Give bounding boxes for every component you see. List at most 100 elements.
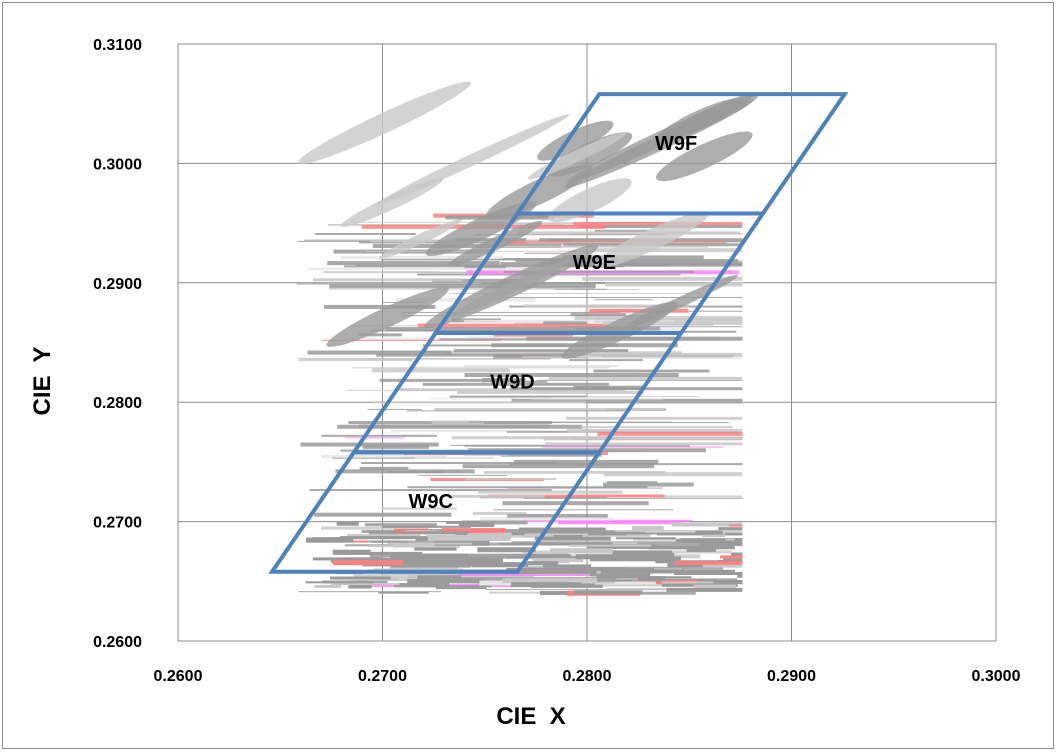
data-point-streak (498, 542, 595, 545)
data-point-streak (573, 385, 646, 390)
data-point-streak (296, 283, 518, 285)
data-point-streak (699, 541, 743, 547)
data-point-streak (558, 326, 743, 328)
data-point-streak (500, 453, 602, 457)
data-point-streak (378, 591, 429, 594)
data-point-streak (559, 263, 743, 267)
data-point-streak (526, 352, 743, 357)
bin-outlines: W9C W9D W9E W9F (268, 92, 849, 574)
data-point-streak (575, 579, 632, 582)
plot-area-border (177, 43, 997, 642)
data-point-streak (324, 304, 436, 309)
data-point-streak (537, 379, 743, 381)
data-point-streak (666, 587, 743, 592)
data-point-streak (464, 373, 679, 378)
bin-label-w9f: W9F (655, 133, 697, 155)
data-point-streak (472, 511, 527, 515)
data-point-streak (453, 349, 629, 353)
data-point-streak (381, 525, 471, 528)
data-point-streak (426, 534, 496, 537)
data-point-streak (544, 442, 743, 446)
data-point-streak (581, 581, 615, 584)
data-point-streak (740, 580, 743, 585)
data-point-streak (367, 408, 422, 410)
x-tick-label: 0.2700 (358, 668, 407, 685)
data-point-streak (387, 542, 473, 545)
data-point-streak (607, 481, 658, 484)
data-point-streak (612, 552, 675, 557)
data-point-streak (702, 564, 743, 568)
data-point-streak (461, 520, 528, 525)
data-point-streak (431, 420, 485, 425)
data-point-streak (593, 369, 710, 373)
data-point-streak (332, 457, 416, 459)
data-point-streak (588, 308, 689, 313)
data-point-streak (314, 584, 342, 588)
data-point-streak (418, 474, 508, 476)
bin-label-w9e: W9E (573, 252, 616, 274)
x-tick-label: 0.2800 (563, 668, 612, 685)
data-point-streak (381, 507, 458, 510)
y-tick-label: 0.2700 (93, 515, 142, 532)
data-point-cluster (537, 120, 614, 161)
data-point-streak (597, 431, 743, 436)
data-point-streak (434, 407, 665, 411)
data-point-streak (487, 532, 512, 538)
data-point-streak (467, 531, 504, 537)
data-point-streak (404, 530, 437, 533)
data-point-streak (488, 494, 665, 498)
data-point-streak (335, 469, 475, 474)
data-point-streak (489, 591, 587, 594)
data-point-streak (417, 575, 462, 581)
data-point-streak (555, 288, 607, 290)
data-point-streak (548, 376, 743, 380)
data-point-streak (550, 397, 637, 400)
data-point-streak (300, 442, 439, 447)
data-point-streak (527, 561, 559, 566)
data-point-streak (570, 313, 626, 317)
data-point-streak (297, 240, 371, 242)
data-point-streak (662, 581, 714, 584)
data-point-streak (385, 327, 602, 332)
data-point-streak (320, 526, 429, 530)
data-point-streak (321, 434, 437, 437)
data-point-streak (432, 278, 526, 282)
data-point-streak (391, 430, 542, 432)
data-point-streak (368, 545, 452, 548)
data-point-streak (604, 472, 743, 477)
data-point-streak (500, 569, 597, 574)
data-point-streak (451, 436, 615, 440)
data-point-streak (468, 448, 706, 453)
data-point-streak (588, 533, 626, 536)
measured-points (296, 81, 759, 596)
data-point-streak (390, 565, 471, 568)
data-point-streak (379, 378, 500, 382)
y-tick-label: 0.3000 (93, 156, 142, 173)
data-point-streak (435, 587, 487, 590)
data-point-streak (553, 534, 583, 540)
data-point-streak (428, 398, 517, 400)
data-point-streak (594, 229, 650, 232)
data-point-streak (525, 519, 693, 522)
data-point-streak (602, 337, 694, 339)
data-point-streak (308, 267, 555, 270)
data-point-streak (720, 555, 743, 559)
data-point-streak (345, 389, 533, 391)
data-point-streak (481, 282, 707, 285)
data-point-streak (588, 550, 672, 554)
data-point-streak (348, 584, 372, 589)
data-point-streak (371, 540, 409, 543)
data-point-streak (366, 358, 551, 360)
data-point-streak (407, 579, 483, 584)
data-point-streak (573, 221, 743, 225)
data-point-streak (345, 557, 379, 560)
data-point-streak (298, 357, 413, 361)
data-point-streak (524, 533, 619, 537)
data-point-streak (718, 527, 743, 531)
data-point-streak (351, 367, 610, 369)
data-point-streak (309, 489, 552, 492)
data-point-streak (527, 554, 571, 558)
data-point-streak (603, 482, 694, 487)
data-point-cluster (594, 211, 709, 269)
data-point-streak (315, 232, 416, 235)
